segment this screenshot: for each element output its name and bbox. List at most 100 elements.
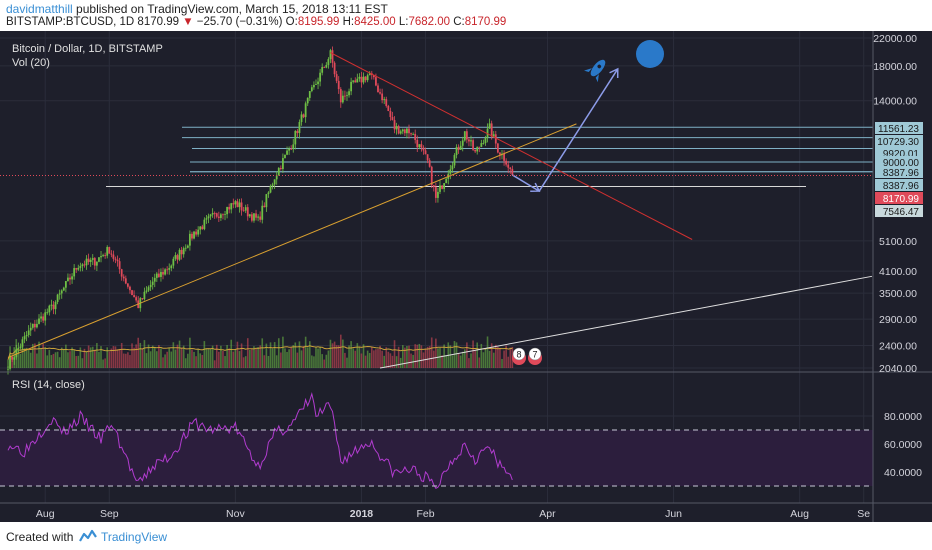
candle-body — [387, 105, 390, 112]
volume-bar — [352, 348, 354, 368]
candle-body — [205, 218, 208, 220]
volume-bar — [189, 337, 191, 368]
candle-body — [271, 184, 274, 186]
volume-bar — [81, 358, 84, 368]
volume-bar — [176, 344, 179, 368]
volume-bar — [73, 349, 75, 368]
volume-bar — [482, 352, 485, 368]
volume-indicator-label: Vol (20) — [12, 57, 50, 69]
candle-body — [341, 95, 344, 103]
volume-bar — [265, 343, 268, 368]
volume-bar — [333, 341, 336, 368]
level-price-tag — [875, 156, 923, 168]
price-tick-label: 18000.00 — [873, 61, 917, 73]
volume-bar — [488, 350, 491, 368]
volume-bar — [317, 348, 319, 368]
volume-bar — [187, 353, 189, 368]
price-axis-labels: 22000.00 18000.00 14000.00 5100.00 4100.00 35… — [0, 33, 923, 375]
projection-arrows[interactable] — [511, 67, 619, 193]
level-price-tag — [875, 179, 923, 191]
volume-bar — [364, 355, 367, 368]
volume-bar — [153, 346, 156, 368]
level-price-label: 8387.96 — [883, 168, 920, 179]
volume-bar — [470, 353, 472, 368]
volume-bar — [215, 344, 218, 368]
trendlines[interactable] — [7, 52, 873, 369]
candle-body — [93, 258, 96, 266]
volume-bar — [455, 342, 458, 368]
level-price-label: 11561.23 — [878, 124, 919, 135]
volume-bar — [125, 353, 127, 368]
volume-bar — [459, 355, 462, 368]
volume-bar — [40, 348, 42, 368]
last-price-tag — [875, 192, 923, 204]
candle-body — [478, 146, 481, 148]
candle-body — [164, 269, 166, 275]
symbol-header: BITSTAMP:BTCUSD, 1D 8170.99 ▼ −25.70 (−0… — [6, 16, 506, 30]
candle-body — [242, 210, 245, 212]
candle-body — [133, 295, 135, 298]
candle-body — [145, 290, 148, 292]
volume-bar — [296, 352, 299, 368]
level-price-label: 10729.30 — [877, 137, 919, 148]
candle-body — [118, 261, 121, 270]
volume-bar — [387, 351, 390, 368]
volume-bar — [495, 344, 497, 368]
volume-bar — [337, 345, 340, 368]
candle-body — [195, 231, 197, 235]
volume-bar — [478, 357, 481, 368]
time-tick-label: Apr — [539, 508, 556, 520]
time-tick-label: Aug — [36, 508, 55, 520]
volume-bar — [191, 349, 193, 368]
volume-bar — [133, 347, 135, 368]
candle-body — [395, 126, 398, 130]
volume-bar — [96, 343, 98, 368]
candle-body — [15, 349, 18, 358]
candle-body — [95, 261, 98, 266]
trendline[interactable] — [379, 275, 873, 369]
volume-bar — [116, 349, 119, 368]
candle-body — [468, 139, 470, 142]
volume-bar — [209, 348, 212, 368]
candle-body — [219, 214, 222, 218]
volume-bar — [166, 351, 168, 368]
candle-body — [490, 123, 493, 137]
candle-body — [300, 114, 303, 123]
volume-bar — [464, 349, 466, 368]
author-link[interactable]: davidmatthill — [6, 2, 73, 16]
candle-body — [141, 298, 144, 300]
rsi-bounds — [0, 429, 873, 487]
volume-bar — [366, 350, 369, 368]
candle-body — [375, 77, 377, 86]
candle-body — [397, 126, 400, 134]
candle-body — [329, 50, 332, 60]
candle-body — [337, 80, 340, 90]
event-badge[interactable] — [512, 347, 526, 361]
candle-body — [87, 258, 90, 262]
candle-body — [286, 150, 288, 155]
volume-bar — [480, 343, 483, 368]
volume-bar — [98, 351, 100, 368]
candle-body — [486, 128, 489, 138]
rocket-body — [590, 59, 606, 77]
trendline[interactable] — [330, 52, 693, 240]
candle-body — [422, 147, 425, 151]
volume-bar — [102, 359, 104, 368]
candle-body — [439, 185, 441, 192]
rocket-icon — [584, 59, 606, 83]
tradingview-brand[interactable]: TradingView — [101, 530, 168, 544]
event-badge[interactable] — [528, 347, 542, 361]
candle-body — [240, 202, 243, 211]
volume-bar — [441, 355, 443, 368]
candle-body — [420, 144, 423, 148]
trendline[interactable] — [7, 123, 577, 358]
candle-body — [29, 327, 32, 331]
horizontal-levels[interactable] — [106, 126, 873, 187]
volume-bar — [484, 348, 487, 368]
volume-bar — [164, 354, 166, 368]
rocket-fin — [595, 73, 599, 83]
volume-bar — [331, 343, 334, 368]
candle-body — [251, 214, 253, 221]
